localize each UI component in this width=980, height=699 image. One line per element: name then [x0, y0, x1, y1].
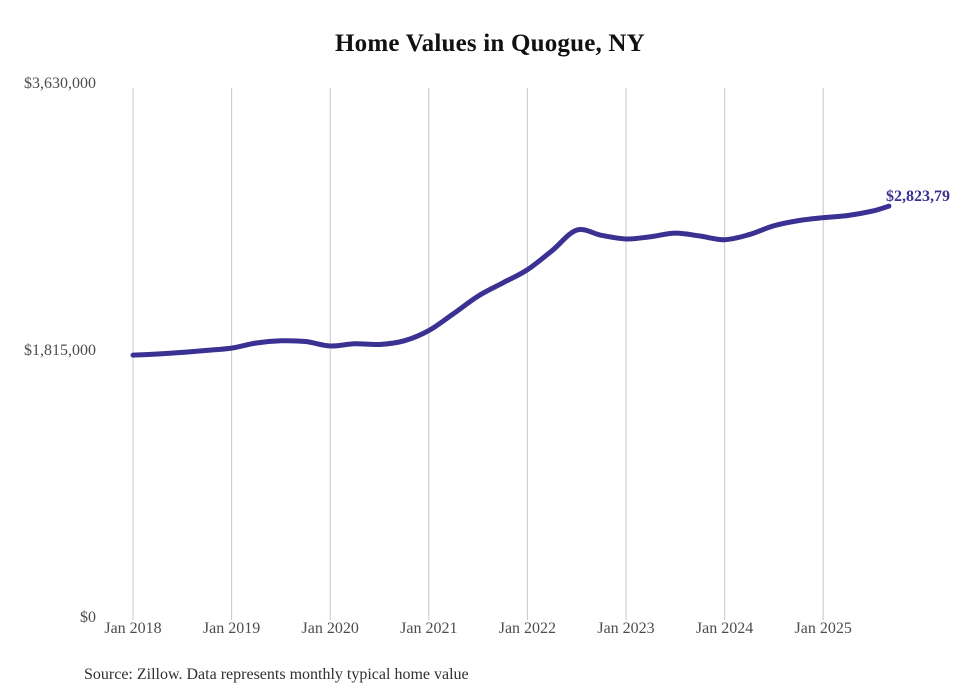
source-note: Source: Zillow. Data represents monthly …	[84, 666, 469, 683]
x-axis-tick-label: Jan 2021	[400, 620, 458, 637]
y-axis-label-mid: $1,815,000	[24, 342, 96, 359]
series-group	[130, 203, 892, 358]
y-axis-label-top: $3,630,000	[24, 75, 96, 92]
y-axis-label-bottom: $0	[80, 609, 96, 626]
x-axis-tick-label: Jan 2019	[202, 620, 261, 637]
x-axis-tick-label: Jan 2025	[794, 620, 852, 637]
gridlines-group	[132, 88, 824, 620]
x-axis-tick-label: Jan 2022	[498, 620, 557, 637]
end-value-annotation: $2,823,79	[886, 188, 950, 205]
x-axis-tick-label: Jan 2020	[301, 620, 359, 637]
x-axis-tick-label: Jan 2023	[597, 620, 655, 637]
x-axis-tick-label: Jan 2018	[104, 620, 162, 637]
chart-title: Home Values in Quogue, NY	[335, 30, 645, 57]
x-axis-tick-label: Jan 2024	[695, 620, 754, 637]
series-line	[130, 203, 892, 358]
